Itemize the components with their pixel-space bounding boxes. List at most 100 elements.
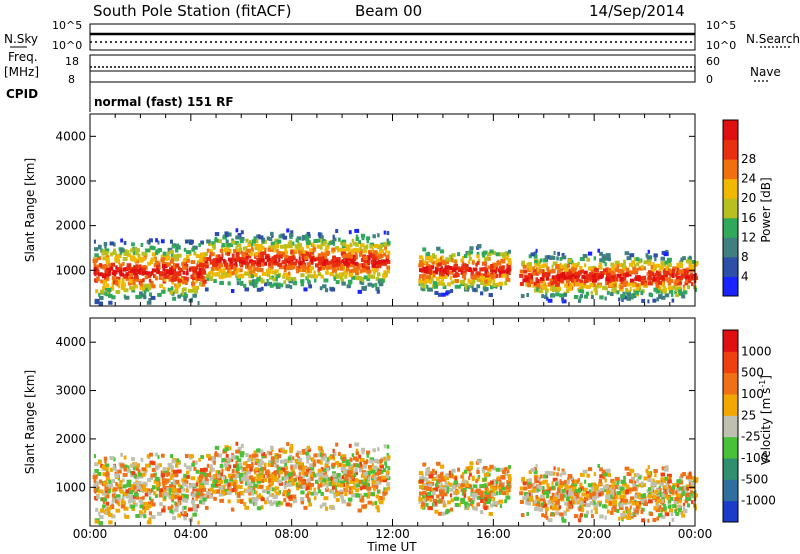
velocity-cell [225,447,229,452]
power-cell [313,270,316,275]
power-cell [218,263,223,268]
velocity-cell [131,457,135,462]
velocity-cell [209,471,212,476]
power-cell [574,263,577,268]
velocity-cell [108,520,113,525]
power-cell [506,253,510,258]
velocity-cell [212,474,217,479]
velocity-cell [104,506,109,511]
velocity-cell [442,500,445,505]
power-cell [534,262,540,267]
velocity-cell [507,477,512,482]
velocity-cell [277,479,282,484]
velocity-cell [239,451,245,456]
power-cell [106,287,112,292]
velocity-cell [551,485,555,490]
velocity-cell [583,496,589,501]
velocity-cell [317,453,320,458]
velocity-cell [277,466,281,471]
velocity-cell [161,476,164,481]
power-cell [157,292,162,297]
power-cell [306,231,311,236]
velocity-cell [190,476,196,481]
velocity-cell [104,486,109,491]
colorbar-swatch [723,351,738,374]
velocity-cell [536,505,539,510]
x-tick-label: 20:00 [577,527,612,541]
power-cell [330,287,336,292]
power-cell [261,271,267,276]
velocity-cell [694,506,697,511]
power-cell [275,254,279,259]
velocity-cell [120,452,124,457]
velocity-cell [246,470,252,475]
power-cell [313,244,316,249]
power-cell [373,243,379,248]
power-cell [108,263,113,268]
power-cell [181,261,187,266]
power-cell [492,250,496,255]
velocity-cell [653,492,656,497]
power-cell [608,257,612,262]
power-cell [522,278,528,283]
power-cell [173,277,178,282]
power-cell [526,293,529,298]
power-cell [301,234,306,239]
velocity-cell [263,454,267,459]
power-cell [148,238,153,243]
power-cell [290,230,294,235]
velocity-cell [601,471,607,476]
power-cell [162,251,167,256]
power-cell [566,272,569,277]
power-cell [161,260,164,265]
velocity-cell [305,447,308,452]
power-cell [418,255,424,260]
velocity-cell [381,469,384,474]
power-cell [183,257,187,262]
power-cell [358,277,364,282]
power-cell [345,247,351,252]
power-cell [141,251,147,256]
velocity-cell [491,492,495,497]
power-cell [684,281,689,286]
power-cell [226,251,231,256]
power-cell [167,274,172,279]
velocity-cell [534,476,538,481]
power-cell [464,283,469,288]
power-cell [320,274,324,279]
velocity-cell [230,482,233,487]
power-cell [126,263,132,268]
velocity-cell [244,471,247,476]
velocity-cell [97,460,102,465]
velocity-colorbar-tick: 1000 [741,344,772,358]
power-cell [568,275,573,280]
velocity-cell [284,462,287,467]
velocity-cell [147,478,152,483]
velocity-cell [208,494,213,499]
power-cell [331,268,335,273]
power-cell [447,282,451,287]
velocity-cell [618,491,622,496]
velocity-cell [482,483,485,488]
power-cell [646,271,650,276]
velocity-cell [341,454,347,459]
velocity-cell [666,488,670,493]
power-cell [236,281,240,286]
power-cell [685,275,690,280]
velocity-cell [309,463,313,468]
power-cell [682,268,686,273]
velocity-cell [136,495,139,500]
power-cell [283,243,288,248]
power-cell [678,291,682,296]
velocity-cell [335,492,340,497]
power-cell [497,259,500,264]
velocity-cell [625,490,629,495]
power-cell [114,278,118,283]
power-cell [119,250,123,255]
nave-tick-low: 0 [706,73,713,86]
velocity-cell [351,490,354,495]
power-cell [279,244,285,249]
velocity-cell [304,471,309,476]
velocity-cell [560,493,564,498]
velocity-cell [586,473,591,478]
